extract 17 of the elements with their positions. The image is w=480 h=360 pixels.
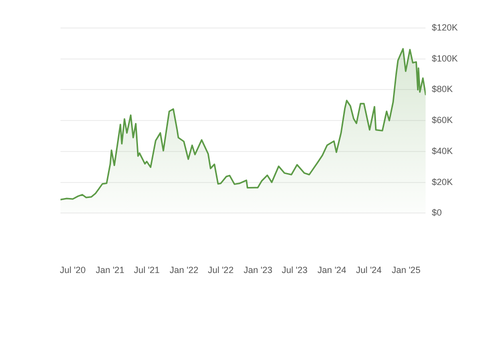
y-tick-label: $40K [432, 146, 453, 156]
y-tick-label: $0 [432, 208, 442, 218]
y-tick-label: $20K [432, 176, 453, 187]
y-tick-label: $100K [432, 53, 458, 64]
y-tick-label: $120K [432, 22, 458, 32]
x-tick-label: Jan '22 [170, 265, 198, 276]
x-tick-label: Jul '20 [60, 265, 86, 276]
x-tick-label: Jan '24 [318, 265, 346, 276]
x-tick-label: Jul '21 [134, 265, 160, 276]
x-tick-label: Jul '24 [356, 265, 382, 276]
x-tick-label: Jan '25 [392, 265, 420, 276]
x-tick-label: Jan '23 [244, 265, 272, 276]
x-tick-label: Jan '21 [96, 265, 124, 276]
x-tick-label: Jul '22 [208, 265, 234, 276]
y-tick-label: $60K [432, 115, 453, 126]
y-tick-label: $80K [432, 84, 453, 94]
x-tick-label: Jul '23 [282, 265, 308, 276]
